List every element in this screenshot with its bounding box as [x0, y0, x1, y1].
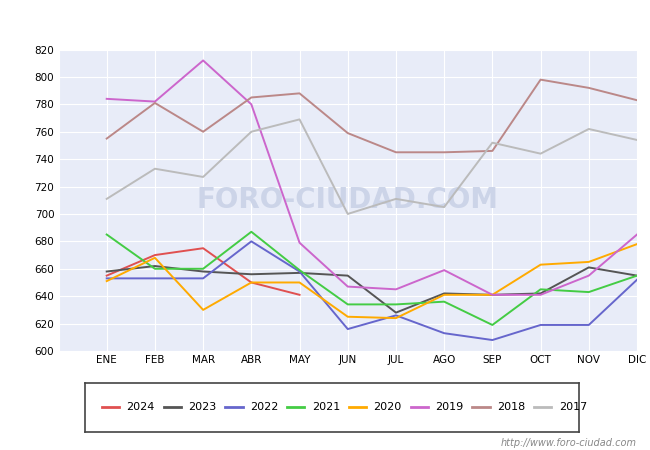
- Text: 2019: 2019: [436, 402, 463, 412]
- Text: 2023: 2023: [188, 402, 216, 412]
- Text: 2022: 2022: [250, 402, 278, 412]
- Text: 2017: 2017: [559, 402, 587, 412]
- Text: 2021: 2021: [312, 402, 340, 412]
- Text: FORO-CIUDAD.COM: FORO-CIUDAD.COM: [197, 186, 499, 214]
- Text: http://www.foro-ciudad.com: http://www.foro-ciudad.com: [501, 438, 637, 448]
- Text: Afiliados en Calañas a 31/5/2024: Afiliados en Calañas a 31/5/2024: [177, 11, 473, 29]
- Text: 2018: 2018: [497, 402, 525, 412]
- Text: 2024: 2024: [127, 402, 155, 412]
- Text: 2020: 2020: [374, 402, 402, 412]
